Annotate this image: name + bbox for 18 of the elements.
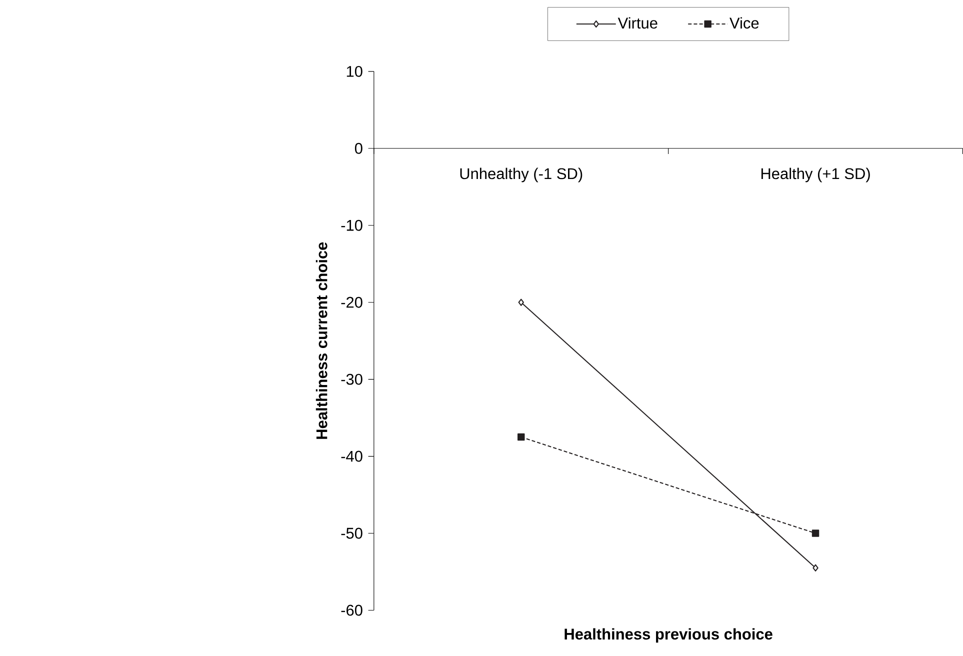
point xyxy=(518,298,524,306)
point xyxy=(812,529,820,537)
point xyxy=(517,433,525,440)
y-tick-label: -50 xyxy=(341,528,362,539)
x-tick-label: Unhealthy (-1 SD) xyxy=(460,168,582,182)
legend-label: Vice xyxy=(730,17,759,28)
y-tick-label: -40 xyxy=(341,450,362,462)
y-tick-label: -20 xyxy=(341,296,362,308)
y-tick-label: -10 xyxy=(341,220,362,231)
y-tick-label: -60 xyxy=(341,604,362,616)
y-axis-title: Healthiness current choice xyxy=(316,242,328,439)
y-tick-label: -30 xyxy=(341,374,362,385)
x-tick-label: Healthy (+1 SD) xyxy=(761,168,870,182)
point xyxy=(812,564,818,572)
y-tick-label: 10 xyxy=(346,66,362,77)
legend-label: Virtue xyxy=(618,17,658,28)
x-axis-title: Healthiness previous choice xyxy=(564,628,772,642)
y-tick-label: 0 xyxy=(354,142,362,154)
